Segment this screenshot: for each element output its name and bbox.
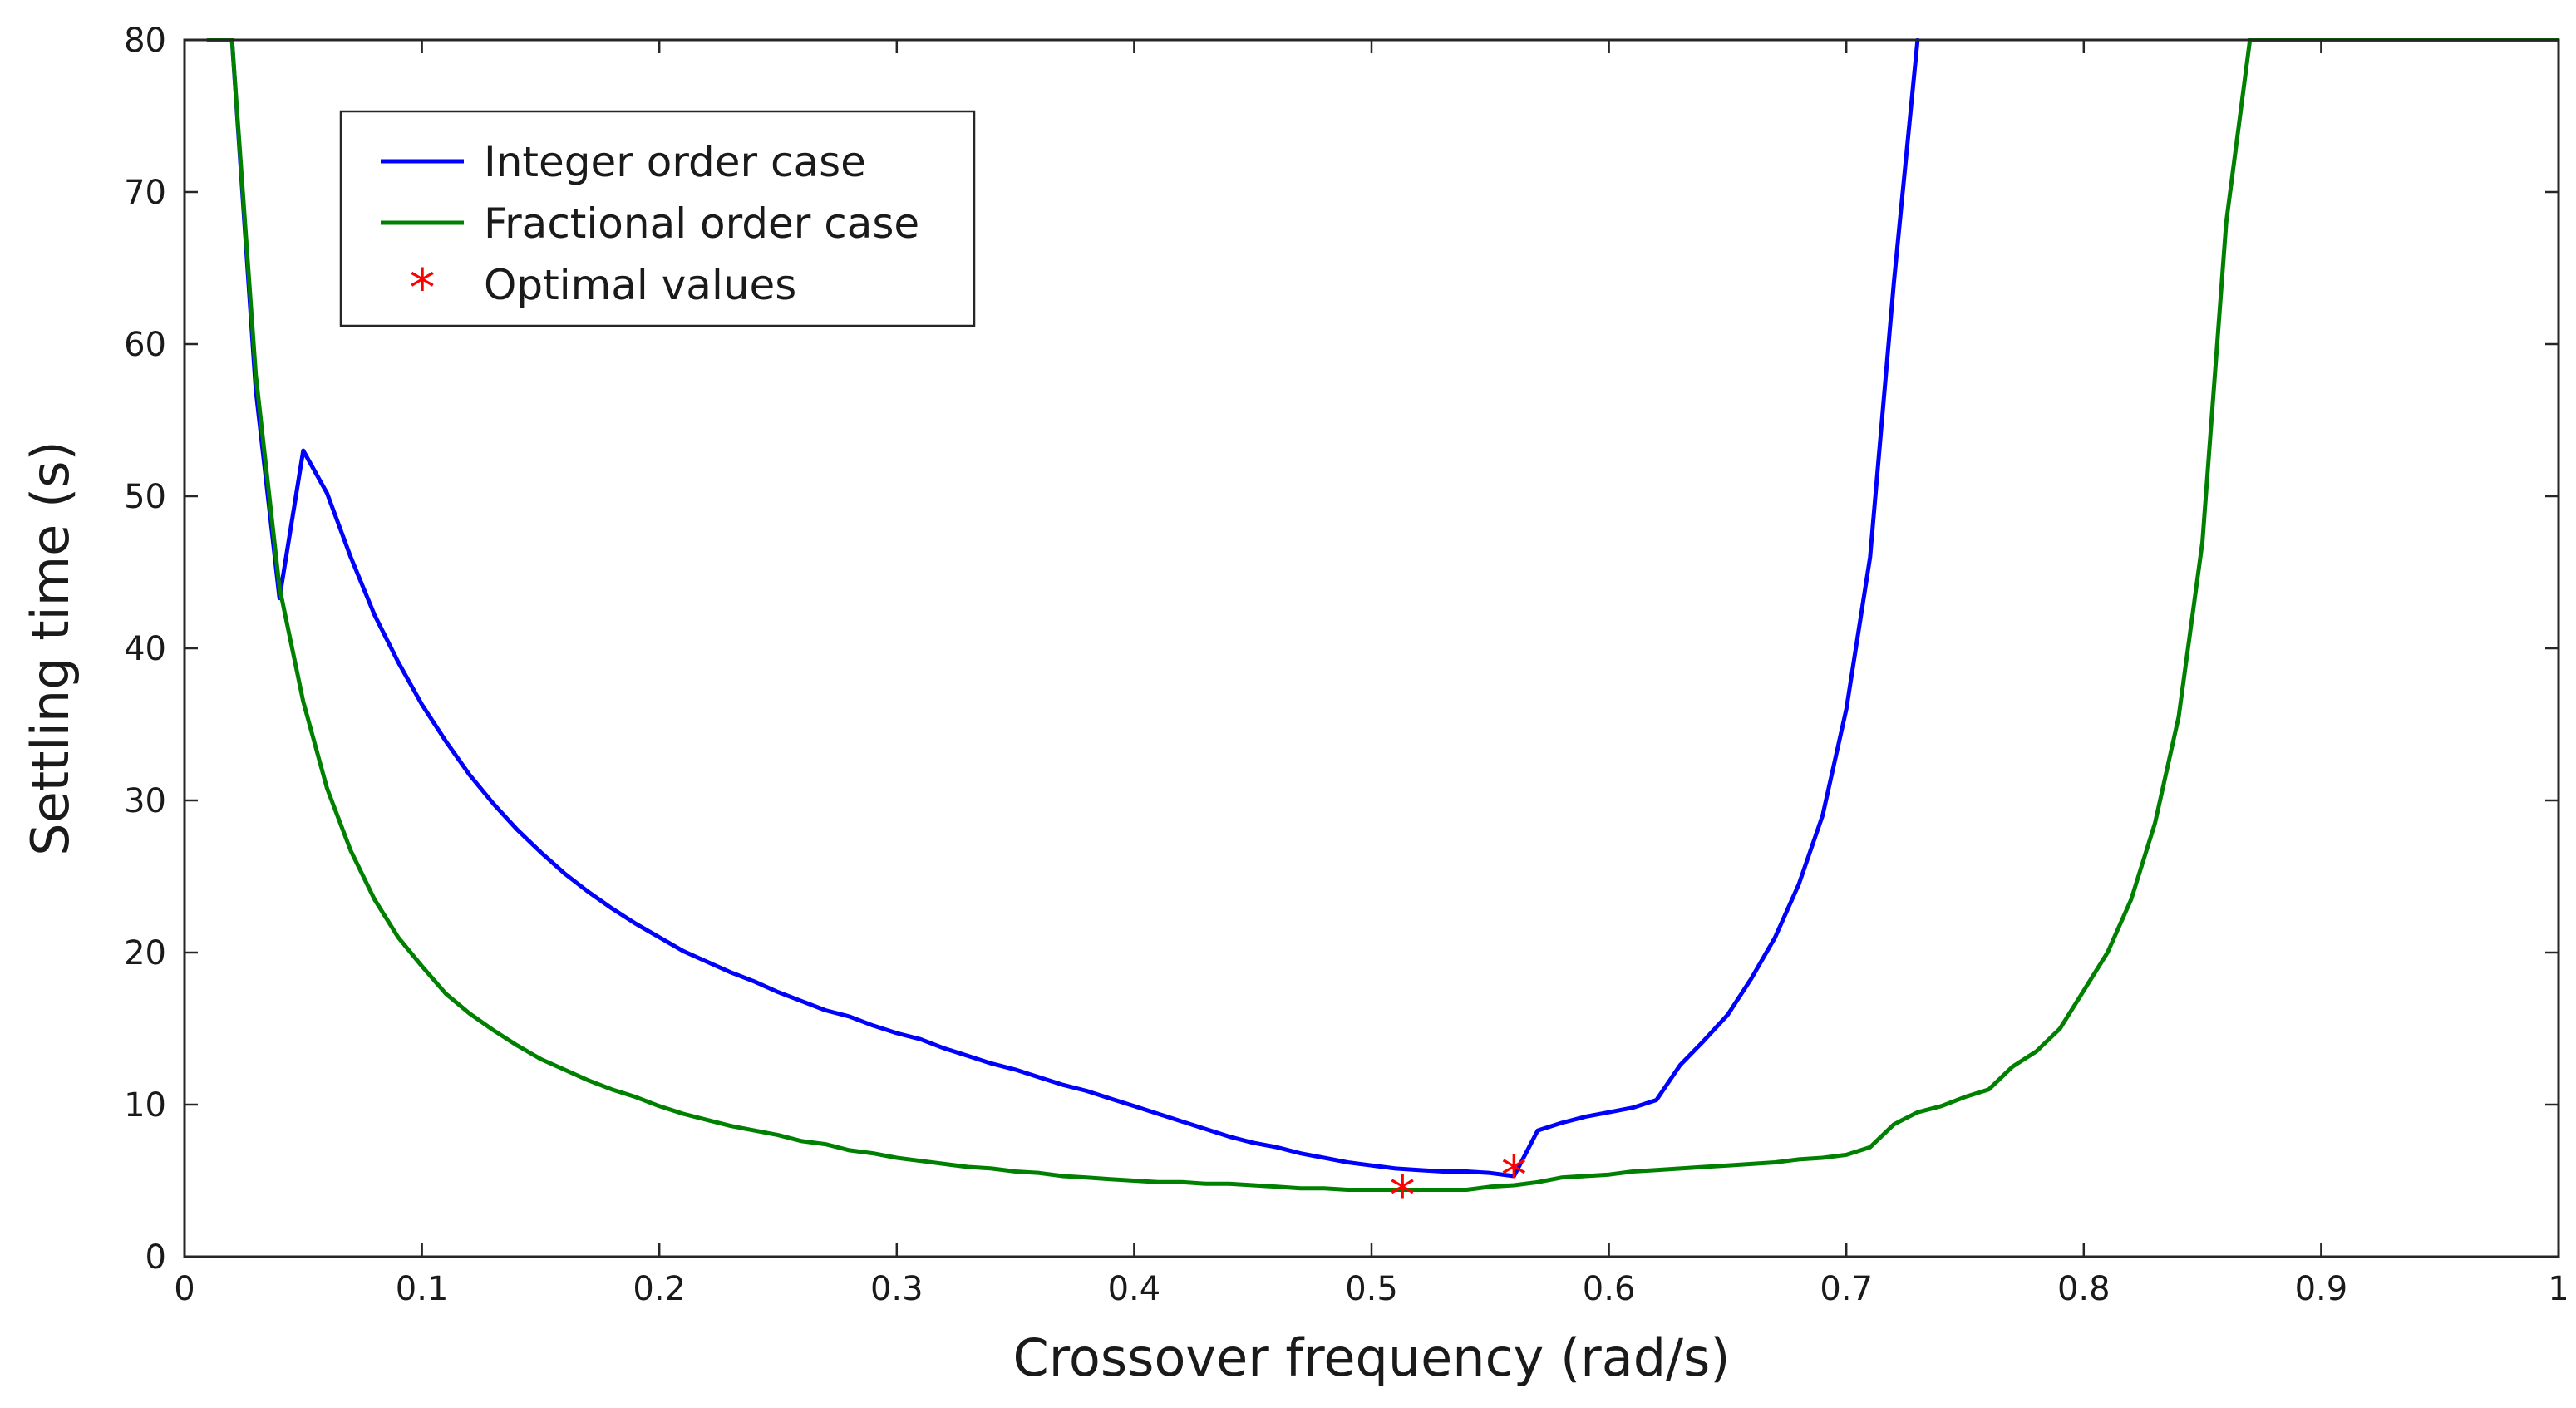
optimal-value-marker: * [1390,1164,1416,1225]
legend-label-integer-order-case: Integer order case [484,138,866,186]
y-axis-label: Settling time (s) [20,441,81,855]
series-line-integer-order-case [206,38,1920,1179]
legend: Integer order case Fractional order case *… [339,110,976,327]
legend-items: Integer order case Fractional order case *… [381,138,919,318]
y-tick-label: 50 [124,478,166,516]
legend-label-fractional-order-case: Fractional order case [484,199,919,248]
y-tick-label: 70 [124,174,166,212]
x-tick-label: 0.7 [1820,1270,1873,1308]
y-tick-label: 20 [124,934,166,972]
legend-swatch-optimal-values: * [410,258,436,318]
y-tick-label: 40 [124,630,166,668]
x-axis-label: Crossover frequency (rad/s) [1012,1327,1730,1388]
x-tick-label: 0.5 [1345,1270,1398,1308]
series-line-fractional-order-case [206,38,2559,1192]
y-tick-label: 60 [124,326,166,364]
x-tick-label: 1 [2548,1270,2569,1308]
plot-area [206,38,2559,1192]
optimal-value-marker: * [1501,1145,1527,1206]
y-tick-label: 0 [145,1238,166,1277]
x-tick-label: 0.3 [870,1270,924,1308]
x-tick-label: 0 [174,1270,195,1308]
axis-ticks: 0 0.1 0.2 0.3 0.4 0.5 0.6 0.7 0.8 0.9 101020304050… [124,22,2569,1308]
x-tick-label: 0.9 [2295,1270,2348,1308]
x-tick-label: 0.8 [2057,1270,2111,1308]
legend-box [339,110,976,327]
y-tick-label: 10 [124,1086,166,1125]
x-tick-label: 0.1 [396,1270,449,1308]
x-tick-label: 0.6 [1583,1270,1636,1308]
x-tick-label: 0.2 [633,1270,686,1308]
y-tick-label: 80 [124,22,166,60]
x-tick-label: 0.4 [1108,1270,1161,1308]
legend-label-optimal-values: Optimal values [484,261,796,309]
y-tick-label: 30 [124,782,166,820]
